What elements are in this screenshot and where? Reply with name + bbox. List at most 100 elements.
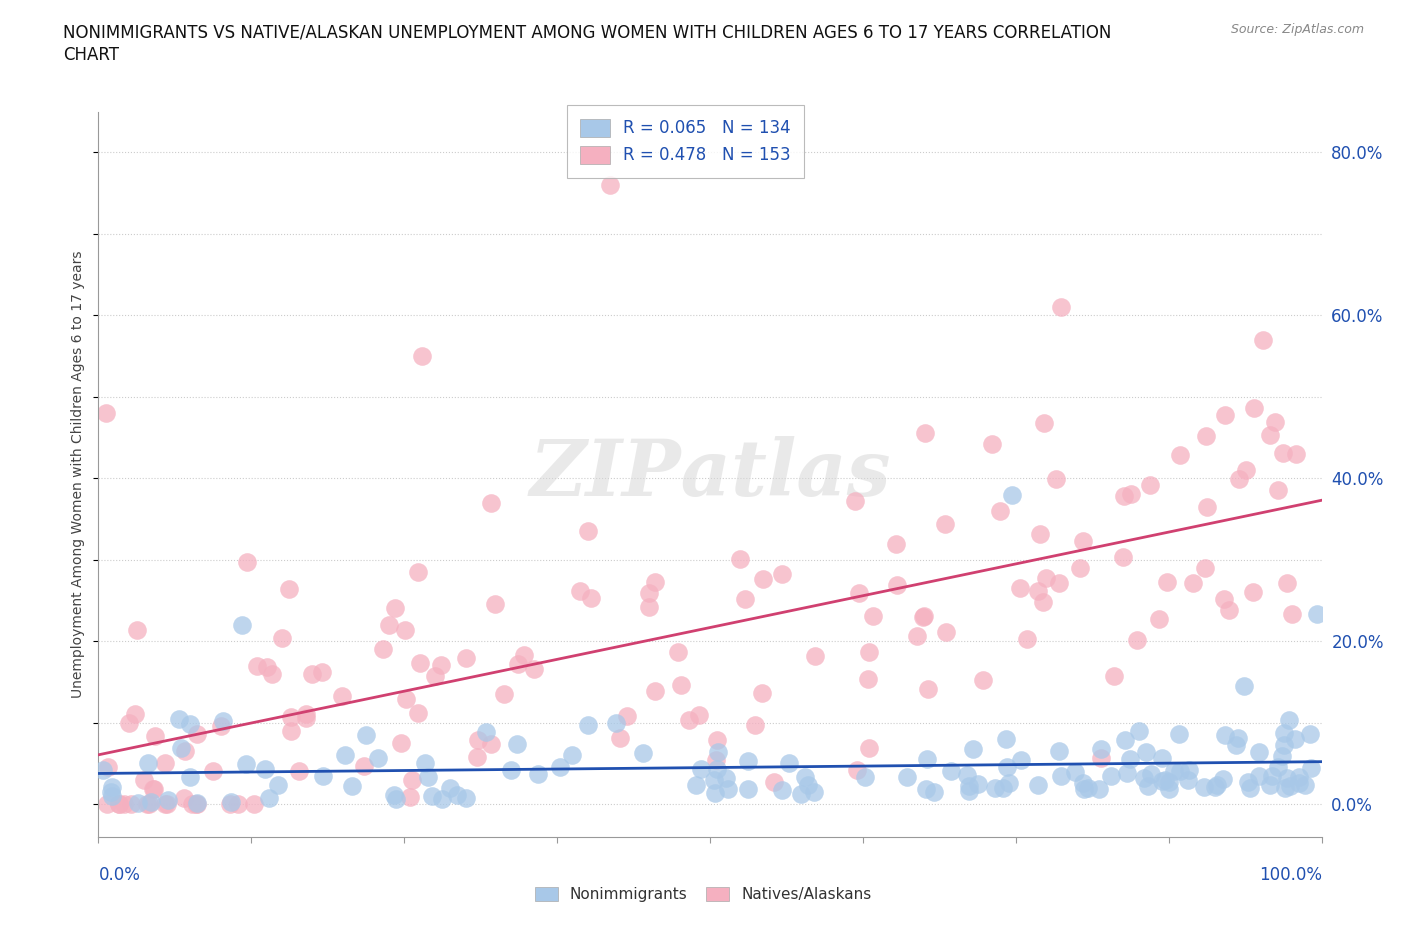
- Point: [1288, 769, 1310, 784]
- Point: [1156, 575, 1178, 590]
- Point: [561, 748, 583, 763]
- Point: [342, 778, 364, 793]
- Point: [703, 786, 725, 801]
- Point: [1139, 478, 1161, 493]
- Point: [548, 760, 571, 775]
- Point: [1159, 775, 1181, 790]
- Point: [142, 781, 165, 796]
- Point: [479, 737, 502, 751]
- Point: [1077, 781, 1099, 796]
- Point: [581, 591, 603, 605]
- Point: [91, 763, 114, 777]
- Point: [311, 768, 333, 783]
- Point: [430, 658, 453, 672]
- Point: [1182, 576, 1205, 591]
- Point: [762, 774, 785, 789]
- Point: [295, 706, 318, 721]
- Point: [984, 780, 1007, 795]
- Point: [155, 797, 177, 812]
- Point: [669, 678, 692, 693]
- Point: [1278, 713, 1301, 728]
- Text: ZIP​atlas: ZIP​atlas: [529, 436, 891, 512]
- Point: [568, 584, 591, 599]
- Point: [690, 762, 713, 777]
- Point: [173, 790, 195, 805]
- Point: [416, 770, 439, 785]
- Point: [988, 503, 1011, 518]
- Point: [1112, 489, 1135, 504]
- Point: [706, 732, 728, 747]
- Point: [778, 755, 800, 770]
- Point: [644, 684, 666, 698]
- Point: [1274, 737, 1296, 752]
- Point: [1010, 752, 1032, 767]
- Point: [506, 657, 529, 671]
- Point: [1049, 768, 1071, 783]
- Point: [956, 767, 979, 782]
- Point: [353, 759, 375, 774]
- Point: [179, 769, 201, 784]
- Point: [1071, 776, 1094, 790]
- Point: [995, 760, 1018, 775]
- Point: [153, 755, 176, 770]
- Point: [267, 777, 290, 792]
- Point: [703, 773, 725, 788]
- Point: [259, 790, 281, 805]
- Point: [1102, 669, 1125, 684]
- Point: [301, 666, 323, 681]
- Point: [1215, 727, 1237, 742]
- Point: [939, 764, 962, 778]
- Point: [896, 770, 918, 785]
- Point: [793, 769, 815, 784]
- Point: [1118, 751, 1140, 766]
- Point: [125, 623, 148, 638]
- Point: [1047, 744, 1070, 759]
- Point: [446, 788, 468, 803]
- Point: [1149, 611, 1171, 626]
- Point: [858, 740, 880, 755]
- Point: [254, 762, 277, 777]
- Text: 0.0%: 0.0%: [98, 866, 141, 884]
- Point: [389, 736, 412, 751]
- Point: [737, 753, 759, 768]
- Point: [475, 724, 498, 739]
- Point: [912, 608, 935, 623]
- Point: [107, 797, 129, 812]
- Point: [1258, 777, 1281, 792]
- Point: [256, 659, 278, 674]
- Point: [1133, 771, 1156, 786]
- Point: [1204, 779, 1226, 794]
- Point: [1285, 447, 1308, 462]
- Point: [1249, 745, 1271, 760]
- Point: [395, 692, 418, 707]
- Point: [616, 709, 638, 724]
- Point: [246, 658, 269, 673]
- Point: [714, 770, 737, 785]
- Point: [501, 762, 523, 777]
- Point: [356, 728, 378, 743]
- Point: [1090, 741, 1112, 756]
- Point: [914, 781, 936, 796]
- Point: [1284, 731, 1306, 746]
- Point: [112, 797, 135, 812]
- Point: [599, 178, 621, 193]
- Point: [1069, 560, 1091, 575]
- Point: [243, 797, 266, 812]
- Point: [678, 713, 700, 728]
- Point: [1163, 764, 1185, 778]
- Point: [1281, 606, 1303, 621]
- Point: [1119, 486, 1142, 501]
- Point: [638, 600, 661, 615]
- Point: [479, 496, 502, 511]
- Point: [1226, 731, 1249, 746]
- Point: [1213, 407, 1236, 422]
- Point: [186, 726, 208, 741]
- Point: [1225, 737, 1247, 752]
- Point: [430, 791, 453, 806]
- Point: [97, 760, 120, 775]
- Point: [219, 797, 242, 812]
- Point: [1271, 748, 1294, 763]
- Point: [1177, 773, 1199, 788]
- Point: [506, 737, 529, 751]
- Point: [1239, 781, 1261, 796]
